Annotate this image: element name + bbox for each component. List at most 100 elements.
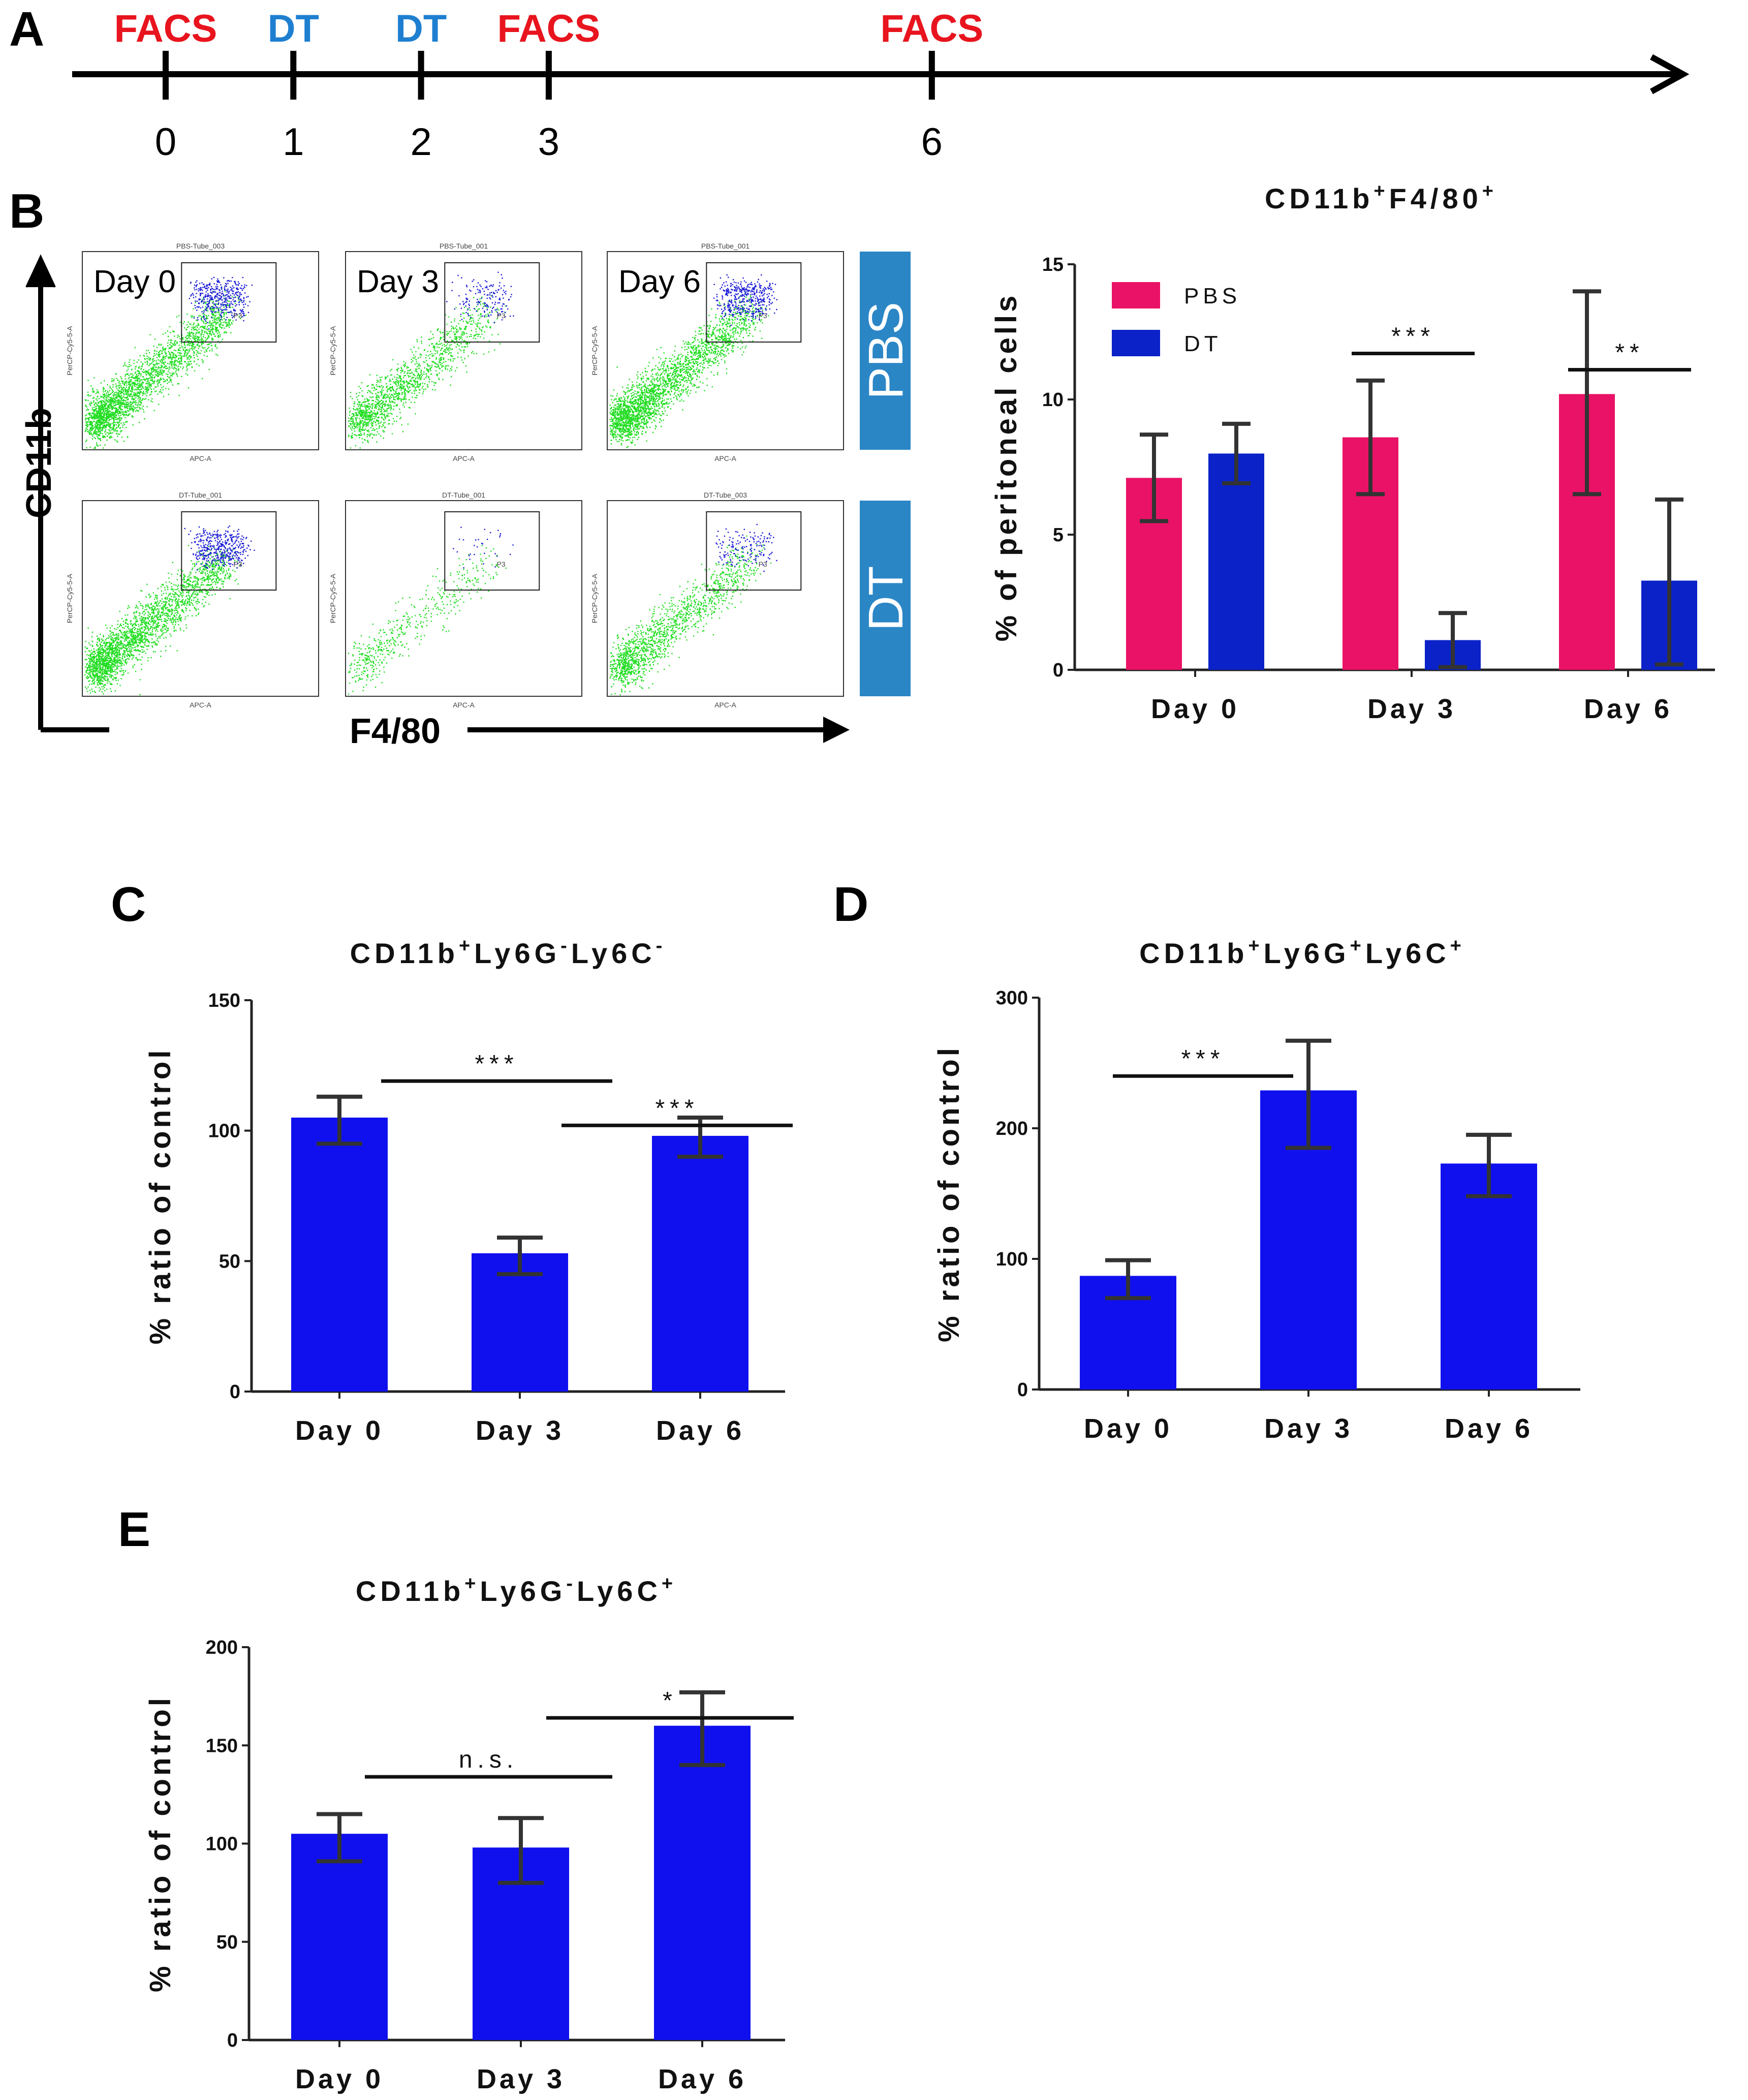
chart-title-part: F4/80 (1389, 182, 1482, 214)
x-tick-label: Day 6 (658, 2064, 746, 2094)
facs-plot: P3 PBS-Tube_001 APC-A PerCP-Cy5-5-A Day 6 (590, 242, 844, 462)
facs-gate-p3 (444, 262, 540, 343)
facs-gate-p3 (706, 511, 802, 591)
bar-dt (1208, 453, 1264, 670)
facs-dots-green (609, 535, 772, 696)
facs-plot: P3 PBS-Tube_003 APC-A PerCP-Cy5-5-A Day 0 (66, 242, 319, 462)
chart-e: 0 50 100 150 200 Day 0 Day 3 Day 6 n.s. * % ratio … (144, 1573, 794, 2094)
x-tick-label: Day 0 (295, 2064, 384, 2094)
legend-swatch-pbs (1112, 282, 1160, 308)
legend-swatch-dt (1112, 330, 1160, 356)
chart-title: CD11b+F4/80+ (1265, 180, 1497, 214)
chart-title-part: CD11b (350, 937, 459, 969)
facs-plot: P3 PBS-Tube_001 APC-A PerCP-Cy5-5-A Day 3 (329, 242, 582, 462)
facs-gate-p3 (181, 262, 277, 343)
y-tick-label: 0 (227, 2030, 238, 2051)
facs-side-label: DT (859, 566, 913, 631)
timeline-dt-label: DT (395, 7, 447, 50)
y-axis-label: % ratio of control (932, 1045, 965, 1342)
timeline-day-label: 6 (921, 120, 943, 164)
panel-label-b: B (9, 184, 44, 238)
facs-tube-label: DT-Tube_003 (704, 491, 747, 499)
facs-x-axis-label: F4/80 (350, 711, 441, 751)
facs-dots-blue (184, 526, 255, 571)
chart-title-part: CD11b (1265, 182, 1374, 214)
facs-gate-label: P3 (497, 312, 506, 320)
y-tick-label: 50 (219, 1251, 240, 1272)
y-tick-label: 0 (1053, 660, 1064, 681)
chart-title-superscript: - (566, 1573, 577, 1594)
x-tick-label: Day 0 (1151, 694, 1239, 724)
chart-title-superscript: + (459, 935, 474, 956)
x-tick-label: Day 3 (477, 2064, 565, 2094)
facs-plot-frame (82, 251, 319, 450)
chart-title-superscript: + (1350, 935, 1365, 956)
facs-y-axis-label: CD11b (19, 408, 58, 518)
y-axis-label: % of peritoneal cells (990, 293, 1023, 642)
chart-title-superscript: + (464, 1573, 480, 1594)
facs-day-label: Day 3 (357, 264, 439, 299)
facs-dots-green (84, 287, 247, 449)
y-tick-label: 300 (996, 987, 1028, 1009)
chart-title-superscript: + (662, 1573, 677, 1594)
timeline-arrowhead (1650, 54, 1690, 95)
x-tick-label: Day 6 (656, 1415, 744, 1446)
facs-gate-p3 (444, 511, 540, 591)
facs-plot-ylabel: PerCP-Cy5-5-A (66, 326, 74, 376)
facs-plot-frame (345, 500, 582, 697)
chart-title-superscript: + (1374, 180, 1389, 202)
facs-gate-label: P3 (759, 560, 767, 568)
timeline-facs-label: FACS (497, 7, 601, 50)
facs-panel: CD11b F4/80 P3 PBS-Tube_003 APC-A PerCP-Cy5… (19, 242, 913, 751)
facs-plot-xlabel: APC-A (453, 454, 475, 462)
bar-dt (472, 1253, 568, 1392)
facs-plot-ylabel: PerCP-Cy5-5-A (66, 573, 74, 623)
chart-title-part: Ly6G (474, 937, 560, 969)
timeline-day-label: 1 (283, 120, 304, 164)
panel-label-c: C (111, 877, 146, 932)
facs-dots-green (348, 295, 507, 449)
timeline-facs-label: FACS (880, 7, 983, 50)
significance-label: n.s. (459, 1746, 518, 1773)
y-tick-label: 200 (206, 1637, 238, 1658)
chart-title-superscript: + (1248, 935, 1263, 956)
y-tick-label: 150 (206, 1735, 238, 1756)
facs-tube-label: DT-Tube_001 (442, 491, 485, 499)
timeline-day-label: 0 (155, 120, 176, 164)
facs-side-box (860, 252, 911, 450)
facs-plot-ylabel: PerCP-Cy5-5-A (329, 326, 337, 376)
x-tick-label: Day 6 (1584, 694, 1672, 724)
significance-label: * (663, 1687, 677, 1714)
facs-plot-xlabel: APC-A (190, 454, 211, 462)
facs-y-arrowhead (25, 254, 56, 288)
bar-dt (291, 1118, 388, 1392)
facs-dots-green (609, 286, 769, 448)
chart-title-superscript: - (560, 935, 571, 956)
facs-plot-xlabel: APC-A (714, 454, 736, 462)
timeline-facs-label: FACS (114, 7, 217, 50)
facs-gate-label: P3 (497, 560, 506, 568)
chart-title-superscript: - (656, 935, 667, 956)
significance-label: *** (1181, 1045, 1225, 1072)
x-tick-label: Day 3 (1264, 1413, 1353, 1444)
y-tick-label: 100 (208, 1121, 240, 1142)
y-tick-label: 50 (216, 1932, 238, 1953)
facs-gate-p3 (706, 262, 802, 343)
x-tick-label: Day 3 (1367, 694, 1456, 724)
facs-tube-label: PBS-Tube_001 (701, 242, 750, 250)
bar-dt (291, 1834, 388, 2040)
significance-label: *** (475, 1051, 518, 1077)
facs-plot-ylabel: PerCP-Cy5-5-A (329, 573, 337, 623)
facs-day-label: Day 0 (93, 264, 176, 299)
bar-dt (1441, 1163, 1537, 1389)
facs-plot: P3 DT-Tube_001 APC-A PerCP-Cy5-5-A (66, 491, 319, 709)
y-tick-label: 0 (1017, 1379, 1028, 1401)
facs-gate-label: P3 (234, 560, 242, 568)
chart-c: 0 50 100 150 Day 0 Day 3 Day 6 *** *** % ratio of… (144, 935, 793, 1446)
timeline-day-label: 3 (538, 120, 559, 164)
facs-day-label: Day 6 (618, 264, 701, 299)
y-tick-label: 10 (1042, 389, 1064, 411)
chart-title: CD11b+Ly6G-Ly6C- (350, 935, 667, 969)
chart-title: CD11b+Ly6G-Ly6C+ (356, 1573, 677, 1607)
significance-label: *** (655, 1095, 699, 1122)
